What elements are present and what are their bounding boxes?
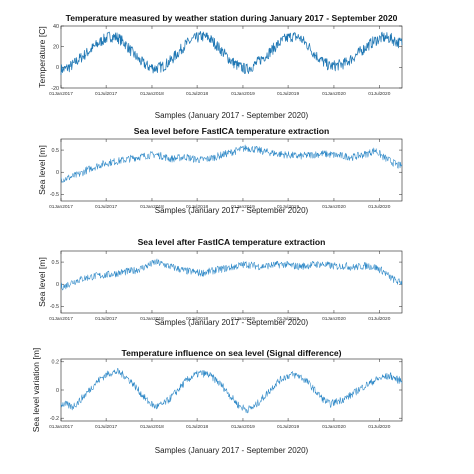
x-tick-label: 01Jul2020 bbox=[368, 424, 390, 430]
x-tick-label: 01Jan2017 bbox=[49, 316, 73, 322]
y-tick-label: -0.2 bbox=[50, 416, 59, 422]
y-axis-label: Sea level [m] bbox=[37, 257, 47, 307]
x-tick-label: 01Jul2019 bbox=[277, 316, 299, 322]
x-tick-label: 01Jul2017 bbox=[95, 204, 117, 210]
x-tick-label: 01Jul2020 bbox=[368, 316, 390, 322]
chart-panel-3: Sea level after FastICA temperature extr… bbox=[37, 237, 403, 327]
y-tick-label: 40 bbox=[53, 24, 59, 30]
plot-frame bbox=[60, 138, 403, 202]
x-tick-label: 01Jul2019 bbox=[277, 424, 299, 430]
x-tick-label: 01Jan2018 bbox=[140, 424, 164, 430]
x-tick-label: 01Jan2019 bbox=[231, 424, 255, 430]
y-tick-label: -0.5 bbox=[50, 304, 59, 310]
y-tick-label: 20 bbox=[53, 44, 59, 50]
y-tick-label: 0 bbox=[56, 282, 59, 288]
y-tick-label: 0 bbox=[56, 65, 59, 71]
series-line bbox=[60, 368, 403, 414]
x-tick-label: 01Jul2018 bbox=[186, 91, 208, 97]
chart-title: Temperature influence on sea level (Sign… bbox=[121, 348, 341, 358]
y-axis-label: Temperature [C] bbox=[37, 26, 47, 88]
x-tick-label: 01Jul2017 bbox=[95, 316, 117, 322]
plot-frame bbox=[60, 25, 403, 89]
y-axis-label: Sea level [m] bbox=[37, 145, 47, 195]
x-tick-label: 01Jan2020 bbox=[322, 204, 346, 210]
plot-frame bbox=[60, 358, 403, 422]
y-tick-label: 0.5 bbox=[52, 148, 60, 154]
x-tick-label: 01Jul2020 bbox=[368, 91, 390, 97]
plot-frame bbox=[60, 250, 403, 314]
x-tick-label: 01Jul2018 bbox=[186, 204, 208, 210]
x-tick-label: 01Jan2017 bbox=[49, 91, 73, 97]
x-axis-label: Samples (January 2017 - September 2020) bbox=[155, 446, 309, 455]
x-axis-label: Samples (January 2017 - September 2020) bbox=[155, 318, 309, 327]
series-line bbox=[60, 144, 403, 183]
chart-panel-1: Temperature measured by weather station … bbox=[37, 13, 403, 120]
x-tick-label: 01Jan2020 bbox=[322, 91, 346, 97]
chart-title: Temperature measured by weather station … bbox=[66, 13, 398, 23]
x-axis-label: Samples (January 2017 - September 2020) bbox=[155, 206, 309, 215]
x-tick-label: 01Jul2017 bbox=[95, 424, 117, 430]
x-tick-label: 01Jan2020 bbox=[322, 424, 346, 430]
y-tick-label: 0 bbox=[56, 170, 59, 176]
x-tick-label: 01Jan2018 bbox=[140, 91, 164, 97]
x-tick-label: 01Jan2018 bbox=[140, 204, 164, 210]
series-line bbox=[60, 30, 403, 75]
x-tick-label: 01Jan2019 bbox=[231, 316, 255, 322]
y-tick-label: -0.5 bbox=[50, 192, 59, 198]
x-tick-label: 01Jan2020 bbox=[322, 316, 346, 322]
chart-panel-2: Sea level before FastICA temperature ext… bbox=[37, 126, 403, 215]
x-tick-label: 01Jan2018 bbox=[140, 316, 164, 322]
series-line bbox=[60, 258, 403, 291]
y-tick-label: -20 bbox=[51, 86, 59, 92]
chart-title: Sea level after FastICA temperature extr… bbox=[138, 237, 326, 247]
x-tick-label: 01Jan2019 bbox=[231, 91, 255, 97]
y-tick-label: 0.5 bbox=[52, 260, 60, 266]
x-tick-label: 01Jul2018 bbox=[186, 424, 208, 430]
y-axis-label: Sea level variation [m] bbox=[31, 348, 41, 433]
x-tick-label: 01Jul2019 bbox=[277, 204, 299, 210]
x-tick-label: 01Jul2019 bbox=[277, 91, 299, 97]
chart-panel-4: Temperature influence on sea level (Sign… bbox=[31, 348, 403, 455]
y-tick-label: 0 bbox=[56, 388, 59, 394]
x-axis-label: Samples (January 2017 - September 2020) bbox=[155, 111, 309, 120]
y-tick-label: 0.2 bbox=[52, 360, 60, 366]
x-tick-label: 01Jan2017 bbox=[49, 424, 73, 430]
x-tick-label: 01Jul2020 bbox=[368, 204, 390, 210]
x-tick-label: 01Jan2017 bbox=[49, 204, 73, 210]
chart-title: Sea level before FastICA temperature ext… bbox=[134, 126, 330, 136]
x-tick-label: 01Jul2017 bbox=[95, 91, 117, 97]
x-tick-label: 01Jul2018 bbox=[186, 316, 208, 322]
x-tick-label: 01Jan2019 bbox=[231, 204, 255, 210]
